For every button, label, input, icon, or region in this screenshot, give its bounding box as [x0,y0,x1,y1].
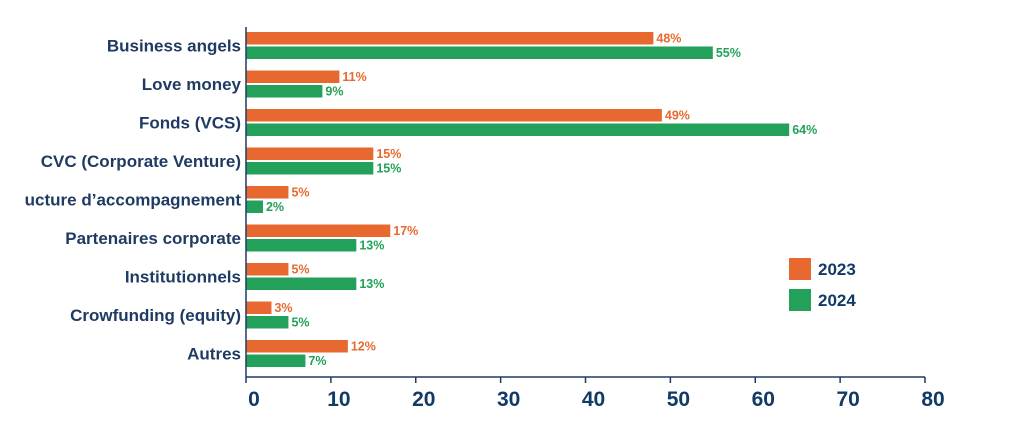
data-label-2024: 55% [716,46,741,60]
data-label-2024: 15% [376,162,401,176]
bars-layer [246,32,790,367]
bar-2023 [246,70,340,83]
category-label: CVC (Corporate Venture) [41,152,241,171]
legend-label-2024: 2024 [818,291,856,310]
data-label-2024: 7% [308,354,326,368]
data-label-2023: 3% [274,301,292,315]
data-label-2024: 9% [325,85,343,99]
category-label: Love money [142,75,242,94]
legend-label-2023: 2023 [818,260,856,279]
x-tick-label: 70 [836,388,859,411]
bar-2023 [246,263,289,276]
bar-2024 [246,239,357,252]
bar-2024 [246,354,306,367]
bar-2024 [246,85,323,98]
data-label-2023: 5% [291,186,309,200]
data-label-2024: 13% [359,277,384,291]
bar-2024 [246,316,289,329]
x-tick-label: 50 [667,388,690,411]
data-label-2024: 64% [792,123,817,137]
bar-2023 [246,186,289,199]
data-label-2023: 17% [393,224,418,238]
category-label: Autres [187,345,241,364]
data-label-2024: 13% [359,239,384,253]
bar-2024 [246,123,790,136]
category-label: ucture d’accompagnement [25,191,242,210]
x-axis-ticks: 0 10 20 30 40 50 60 70 80 [245,377,945,411]
bar-2023 [246,32,654,45]
bar-2024 [246,162,374,175]
category-label: Institutionnels [125,268,241,287]
bar-2024 [246,277,357,290]
data-label-2023: 5% [291,263,309,277]
data-label-2023: 12% [351,340,376,354]
labels-layer: Business angels 48% 55% Love money 11%9% Fond… [25,32,818,369]
bar-2023 [246,340,348,353]
legend-swatch-2024 [789,289,811,311]
bar-2023 [246,301,272,314]
bar-2023 [246,224,391,237]
x-tick-label: 80 [921,388,944,411]
category-label: Partenaires corporate [65,229,241,248]
legend-swatch-2023 [789,258,811,280]
data-label-2024: 2% [266,200,284,214]
category-label: Fonds (VCS) [139,114,241,133]
bar-2024 [246,46,713,59]
x-tick-label: 60 [752,388,775,411]
x-tick-label: 40 [582,388,605,411]
bar-2023 [246,109,662,122]
x-tick-label: 20 [412,388,435,411]
category-label: Business angels [107,37,241,56]
data-label-2024: 5% [291,316,309,330]
legend: 2023 2024 [789,258,856,311]
data-label-2023: 48% [656,32,681,46]
data-label-2023: 49% [665,109,690,123]
data-label-2023: 15% [376,147,401,161]
x-tick-label: 0 [248,388,260,411]
x-tick-label: 30 [497,388,520,411]
data-label-2023: 11% [342,70,366,84]
category-label: Crowfunding (equity) [70,306,241,325]
bar-2024 [246,200,263,213]
bar-2023 [246,147,374,160]
x-tick-label: 10 [327,388,350,411]
